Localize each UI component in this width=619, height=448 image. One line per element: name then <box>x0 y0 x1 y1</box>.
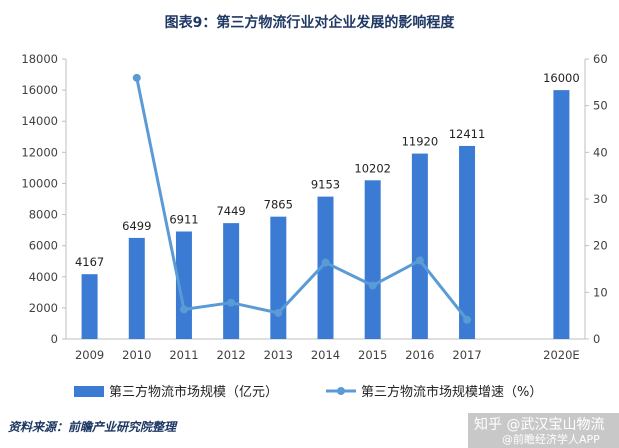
growth-point <box>179 305 188 314</box>
legend-line-marker <box>337 387 345 395</box>
y-tick-left-label: 18000 <box>21 52 58 66</box>
bar <box>364 180 381 339</box>
x-tick-label: 2012 <box>216 348 245 362</box>
legend-bar-swatch <box>74 386 104 397</box>
bar-value-label: 6911 <box>169 212 198 226</box>
growth-line <box>135 77 469 321</box>
watermark-subtext: @前瞻经济学人APP <box>502 432 600 446</box>
x-tick-label: 2010 <box>122 348 151 362</box>
x-tick-label: 2014 <box>311 348 340 362</box>
bar <box>270 216 287 339</box>
y-tick-left-label: 0 <box>51 332 58 346</box>
source-note: 资料来源：前瞻产业研究院整理 <box>8 420 178 434</box>
bar-value-label: 9153 <box>311 178 340 192</box>
y-tick-left-label: 6000 <box>29 239 58 253</box>
bar-value-label: 6499 <box>122 219 151 233</box>
legend-line-label: 第三方物流市场规模增速（%） <box>361 384 542 400</box>
bar-value-label: 11920 <box>402 135 439 149</box>
y-tick-right-label: 10 <box>593 285 608 299</box>
bar <box>411 153 428 339</box>
chart-title: 图表9：第三方物流行业对企业发展的影响程度 <box>165 14 456 31</box>
y-tick-right-label: 60 <box>593 52 608 66</box>
bar-value-label: 12411 <box>449 127 486 141</box>
bar <box>175 231 192 339</box>
growth-point <box>321 258 330 267</box>
y-tick-left-label: 16000 <box>21 83 58 97</box>
bar <box>81 274 98 339</box>
x-tick-label: 2017 <box>452 348 481 362</box>
plot-area: 0 2000 4000 6000 8000 10000 12000 14000 16000 180… <box>21 52 607 362</box>
growth-point <box>132 73 141 82</box>
watermark-text: 知乎 @武汉宝山物流 <box>474 416 604 433</box>
bar-value-label: 7865 <box>264 198 293 212</box>
growth-point <box>463 315 472 324</box>
bar <box>128 237 145 339</box>
y-tick-left-label: 4000 <box>29 270 58 284</box>
bar-value-label: 4167 <box>75 255 104 269</box>
y-tick-left-label: 8000 <box>29 208 58 222</box>
y-tick-right-label: 0 <box>593 332 600 346</box>
growth-point <box>415 256 424 265</box>
watermark: 知乎 @武汉宝山物流 @前瞻经济学人APP <box>468 413 619 448</box>
x-tick-label: 2011 <box>169 348 198 362</box>
bar-value-label: 10202 <box>354 161 391 175</box>
y-tick-left-label: 14000 <box>21 114 58 128</box>
y-tick-right-label: 20 <box>593 239 608 253</box>
y-tick-left-label: 12000 <box>21 145 58 159</box>
bar <box>223 223 240 339</box>
x-tick-label: 2020E <box>543 348 580 362</box>
bar-value-label: 16000 <box>543 71 580 85</box>
x-tick-label: 2016 <box>405 348 434 362</box>
legend-bar-label: 第三方物流市场规模（亿元） <box>109 384 278 400</box>
y-tick-left-label: 10000 <box>21 176 58 190</box>
y-tick-right-label: 40 <box>593 145 608 159</box>
x-tick-label: 2009 <box>75 348 104 362</box>
y-tick-right-label: 50 <box>593 99 608 113</box>
y-tick-left-label: 2000 <box>29 301 58 315</box>
x-tick-label: 2013 <box>264 348 293 362</box>
y-tick-right-label: 30 <box>593 192 608 206</box>
bar <box>459 145 476 339</box>
growth-point <box>368 281 377 290</box>
bar-value-label: 7449 <box>216 204 245 218</box>
x-tick-label: 2015 <box>358 348 387 362</box>
bar <box>553 90 570 339</box>
growth-point <box>227 298 236 307</box>
growth-point <box>274 308 283 317</box>
bar <box>317 196 334 339</box>
legend: 第三方物流市场规模（亿元） 第三方物流市场规模增速（%） <box>74 384 542 400</box>
